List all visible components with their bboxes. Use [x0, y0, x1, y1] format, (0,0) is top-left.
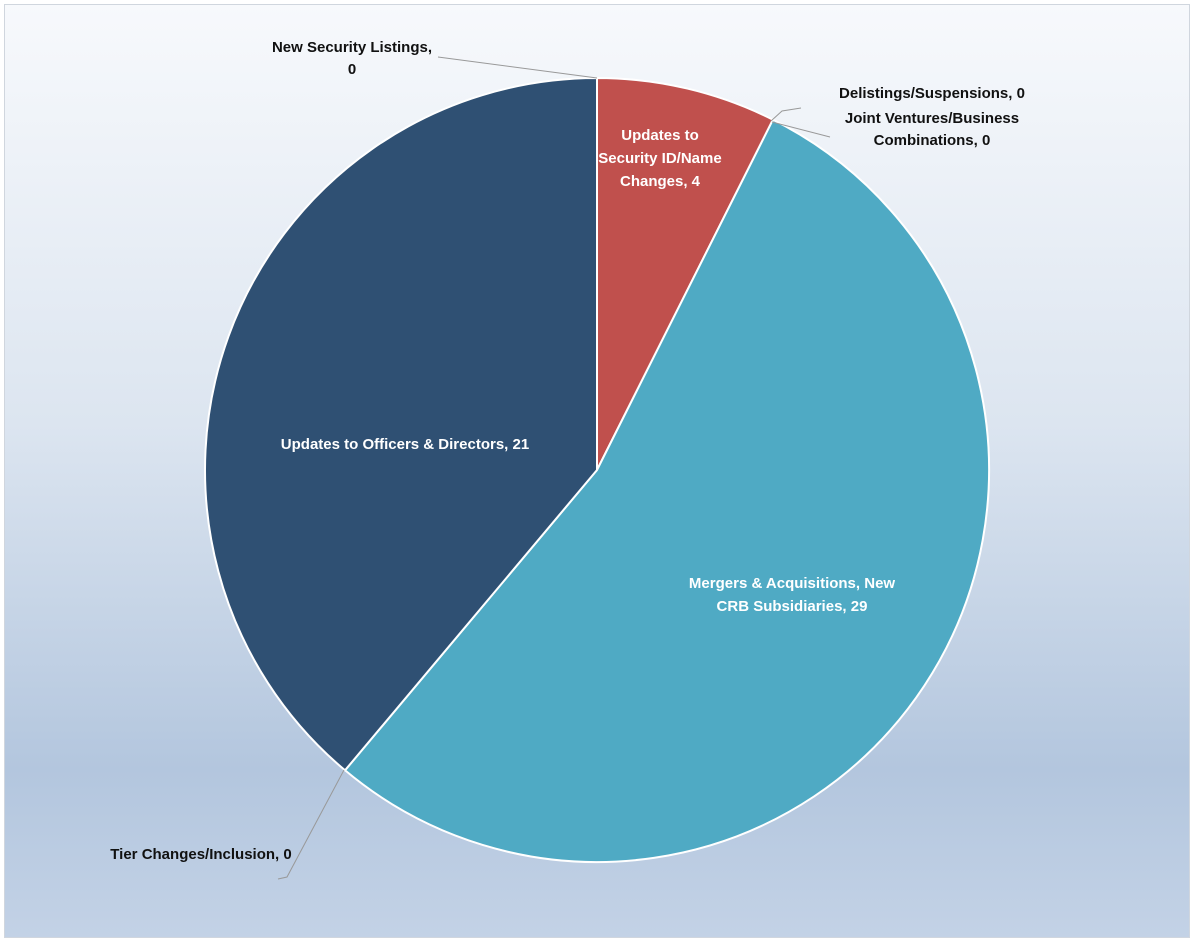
data-label-line: Mergers & Acquisitions, New: [689, 575, 895, 592]
slices-layer: [204, 76, 990, 863]
pie-slice-updates-to-security-id-name-changes: [596, 76, 775, 471]
data-label-line: Tier Changes/Inclusion, 0: [110, 846, 291, 863]
data-labels-layer: New Security Listings, 0 Updates to Securit…: [110, 39, 1025, 863]
data-label-line: 0: [348, 61, 356, 78]
data-label-tier-changes-inclusion: Tier Changes/Inclusion, 0: [110, 846, 291, 863]
data-label-line: Delistings/Suspensions, 0: [839, 85, 1025, 102]
leader-lines-layer: [277, 56, 831, 880]
data-label-line: Security ID/Name: [598, 150, 721, 167]
leader-line-tier-changes: [277, 769, 345, 880]
data-label-delistings-suspensions: Delistings/Suspensions, 0: [839, 85, 1025, 102]
data-label-line: Joint Ventures/Business: [845, 110, 1019, 127]
data-label-updates-to-officers-directors: Updates to Officers & Directors, 21: [281, 436, 529, 453]
leader-line-joint-ventures: [771, 121, 831, 138]
data-label-updates-to-security-id-name-changes: Updates to Security ID/Name Changes, 4: [598, 127, 721, 190]
pie-slice-updates-to-officers-directors: [204, 76, 598, 772]
leader-line-new-security-listings: [437, 56, 598, 79]
data-label-line: Updates to Officers & Directors, 21: [281, 436, 529, 453]
data-label-line: Updates to: [621, 127, 699, 144]
data-label-line: Changes, 4: [620, 173, 701, 190]
data-label-line: CRB Subsidiaries, 29: [717, 598, 868, 615]
data-label-line: New Security Listings,: [272, 39, 432, 56]
leader-line-delistings-suspensions: [770, 107, 802, 122]
data-label-mergers-acquisitions-new-crb-subsidiaries: Mergers & Acquisitions, New CRB Subsidiar…: [689, 575, 895, 615]
data-label-new-security-listings: New Security Listings, 0: [272, 39, 432, 78]
data-label-joint-ventures-business-combinations: Joint Ventures/Business Combinations, 0: [845, 110, 1019, 149]
pie-slice-mergers-acquisitions-new-crb-subsidiaries: [343, 118, 990, 863]
data-label-line: Combinations, 0: [874, 132, 991, 149]
